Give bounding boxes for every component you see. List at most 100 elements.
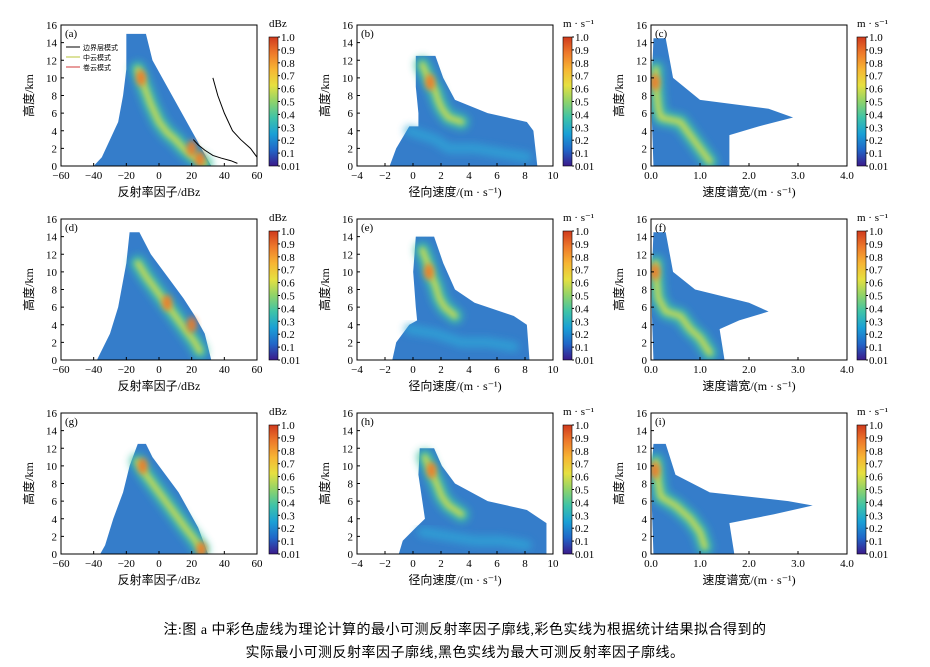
ylabel-e: 高度/km (317, 268, 332, 311)
ytick-label-c-2: 4 (642, 126, 648, 138)
xlabel-d: 反射率因子/dBz (118, 378, 201, 393)
ytick-label-c-3: 6 (642, 108, 648, 120)
xtick-label-g-2: −20 (118, 558, 136, 570)
ylabel-i: 高度/km (611, 462, 626, 505)
cbar-tick-label-e-2: 0.2 (575, 329, 589, 341)
panel-f: 0 2 4 6 8 10 12 14 16 0.0 1.0 2.0 3.0 4.0 (f) 速度谱宽/(m ·… (611, 212, 888, 393)
xtick-label-h-7: 10 (548, 558, 560, 570)
lower-band-b (404, 125, 532, 163)
cbar-tick-label-g-7: 0.7 (281, 459, 295, 471)
ytick-label-g-1: 2 (52, 531, 58, 543)
cbar-tick-label-i-7: 0.7 (869, 459, 883, 471)
panel-b: 0 2 4 6 8 10 12 14 16 −4 −2 0 2 4 6 8 10 (b) 径向速度/(m · s⁻¹… (317, 18, 594, 199)
xtick-label-i-2: 2.0 (742, 558, 756, 570)
ytick-label-e-1: 2 (348, 337, 354, 349)
ytick-label-a-1: 2 (52, 143, 58, 155)
cbar-tick-label-d-0: 0.01 (281, 355, 300, 367)
colorbar-unit-i: m · s⁻¹ (857, 406, 888, 418)
ytick-label-i-0: 0 (642, 549, 648, 561)
cbar-tick-label-a-9: 0.9 (281, 45, 295, 57)
xtick-label-b-7: 10 (548, 170, 560, 182)
xtick-label-a-0: −60 (52, 170, 70, 182)
hotspot-h-0 (426, 462, 437, 479)
cbar-tick-label-c-8: 0.8 (869, 58, 883, 70)
xtick-label-e-0: −4 (351, 364, 363, 376)
xtick-label-g-5: 40 (219, 558, 231, 570)
xtick-label-d-4: 20 (186, 364, 198, 376)
xtick-label-d-2: −20 (118, 364, 136, 376)
panel-label-h: (h) (361, 416, 374, 428)
cbar-tick-label-f-0: 0.01 (869, 355, 888, 367)
xtick-label-i-0: 0.0 (644, 558, 658, 570)
colorbar-unit-f: m · s⁻¹ (857, 212, 888, 224)
xtick-label-f-3: 3.0 (791, 364, 805, 376)
cbar-tick-label-e-4: 0.4 (575, 303, 589, 315)
xtick-label-d-3: 0 (156, 364, 162, 376)
xtick-label-e-7: 10 (548, 364, 560, 376)
colorbar-d (268, 230, 279, 361)
ytick-label-b-3: 6 (348, 108, 354, 120)
max-curve-2-a (192, 139, 238, 164)
cbar-tick-label-c-9: 0.9 (869, 45, 883, 57)
cbar-tick-label-b-0: 0.01 (575, 161, 594, 173)
colorbar-unit-c: m · s⁻¹ (857, 18, 888, 30)
xtick-label-h-4: 4 (466, 558, 472, 570)
xlabel-g: 反射率因子/dBz (118, 572, 201, 587)
cbar-tick-label-e-10: 1.0 (575, 226, 589, 238)
cbar-tick-label-a-2: 0.2 (281, 135, 295, 147)
xlabel-c: 速度谱宽/(m · s⁻¹) (702, 184, 795, 199)
cbar-tick-label-a-6: 0.6 (281, 84, 295, 96)
ytick-label-a-2: 4 (52, 126, 58, 138)
ytick-label-a-7: 14 (46, 38, 58, 50)
ytick-label-d-7: 14 (46, 232, 58, 244)
hotspot-a-0 (194, 150, 205, 166)
figure-note-line-1: 注:图 a 中彩色虚线为理论计算的最小可测反射率因子廓线,彩色实线为根据统计结果… (163, 623, 767, 638)
xtick-label-g-0: −60 (52, 558, 70, 570)
cbar-tick-label-d-8: 0.8 (281, 252, 295, 264)
cbar-tick-label-h-1: 0.1 (575, 536, 589, 548)
cbar-tick-label-f-4: 0.4 (869, 303, 883, 315)
ytick-label-g-3: 6 (52, 496, 58, 508)
xtick-label-f-4: 4.0 (840, 364, 854, 376)
ytick-label-b-0: 0 (348, 161, 354, 173)
colorbar-e (562, 230, 573, 361)
cbar-tick-label-d-2: 0.2 (281, 329, 295, 341)
ytick-label-f-6: 12 (636, 249, 647, 261)
cbar-tick-label-h-6: 0.6 (575, 472, 589, 484)
xtick-label-c-1: 1.0 (693, 170, 707, 182)
ytick-label-b-6: 12 (342, 55, 353, 67)
max-curve-a (212, 77, 257, 158)
ytick-label-b-2: 4 (348, 126, 354, 138)
ytick-label-h-7: 14 (342, 426, 354, 438)
ytick-label-a-8: 16 (46, 20, 58, 32)
ytick-label-g-0: 0 (52, 549, 58, 561)
ytick-label-g-4: 8 (52, 479, 58, 491)
cbar-tick-label-a-10: 1.0 (281, 32, 295, 44)
cbar-tick-label-d-1: 0.1 (281, 342, 295, 354)
cbar-tick-label-e-3: 0.3 (575, 316, 589, 328)
cbar-tick-label-i-0: 0.01 (869, 549, 888, 561)
plot-area-d (96, 232, 212, 360)
colorbar-unit-h: m · s⁻¹ (563, 406, 594, 418)
cbar-tick-label-i-3: 0.3 (869, 510, 883, 522)
ytick-label-e-0: 0 (348, 355, 354, 367)
ytick-label-i-3: 6 (642, 496, 648, 508)
ytick-label-a-5: 10 (46, 73, 58, 85)
ytick-label-h-0: 0 (348, 549, 354, 561)
cbar-tick-label-h-8: 0.8 (575, 446, 589, 458)
xlabel-f: 速度谱宽/(m · s⁻¹) (702, 378, 795, 393)
ytick-label-a-3: 6 (52, 108, 58, 120)
cbar-tick-label-b-10: 1.0 (575, 32, 589, 44)
cbar-tick-label-d-6: 0.6 (281, 278, 295, 290)
ytick-label-h-4: 8 (348, 479, 354, 491)
cbar-tick-label-d-4: 0.4 (281, 303, 295, 315)
hotspot-f-0 (651, 263, 660, 280)
cbar-tick-label-b-5: 0.5 (575, 97, 589, 109)
xtick-label-b-6: 8 (522, 170, 528, 182)
xtick-label-a-5: 40 (219, 170, 231, 182)
ytick-label-e-7: 14 (342, 232, 354, 244)
ytick-label-g-7: 14 (46, 426, 58, 438)
ytick-label-d-4: 8 (52, 285, 58, 297)
cbar-tick-label-f-2: 0.2 (869, 329, 883, 341)
cbar-tick-label-b-2: 0.2 (575, 135, 589, 147)
